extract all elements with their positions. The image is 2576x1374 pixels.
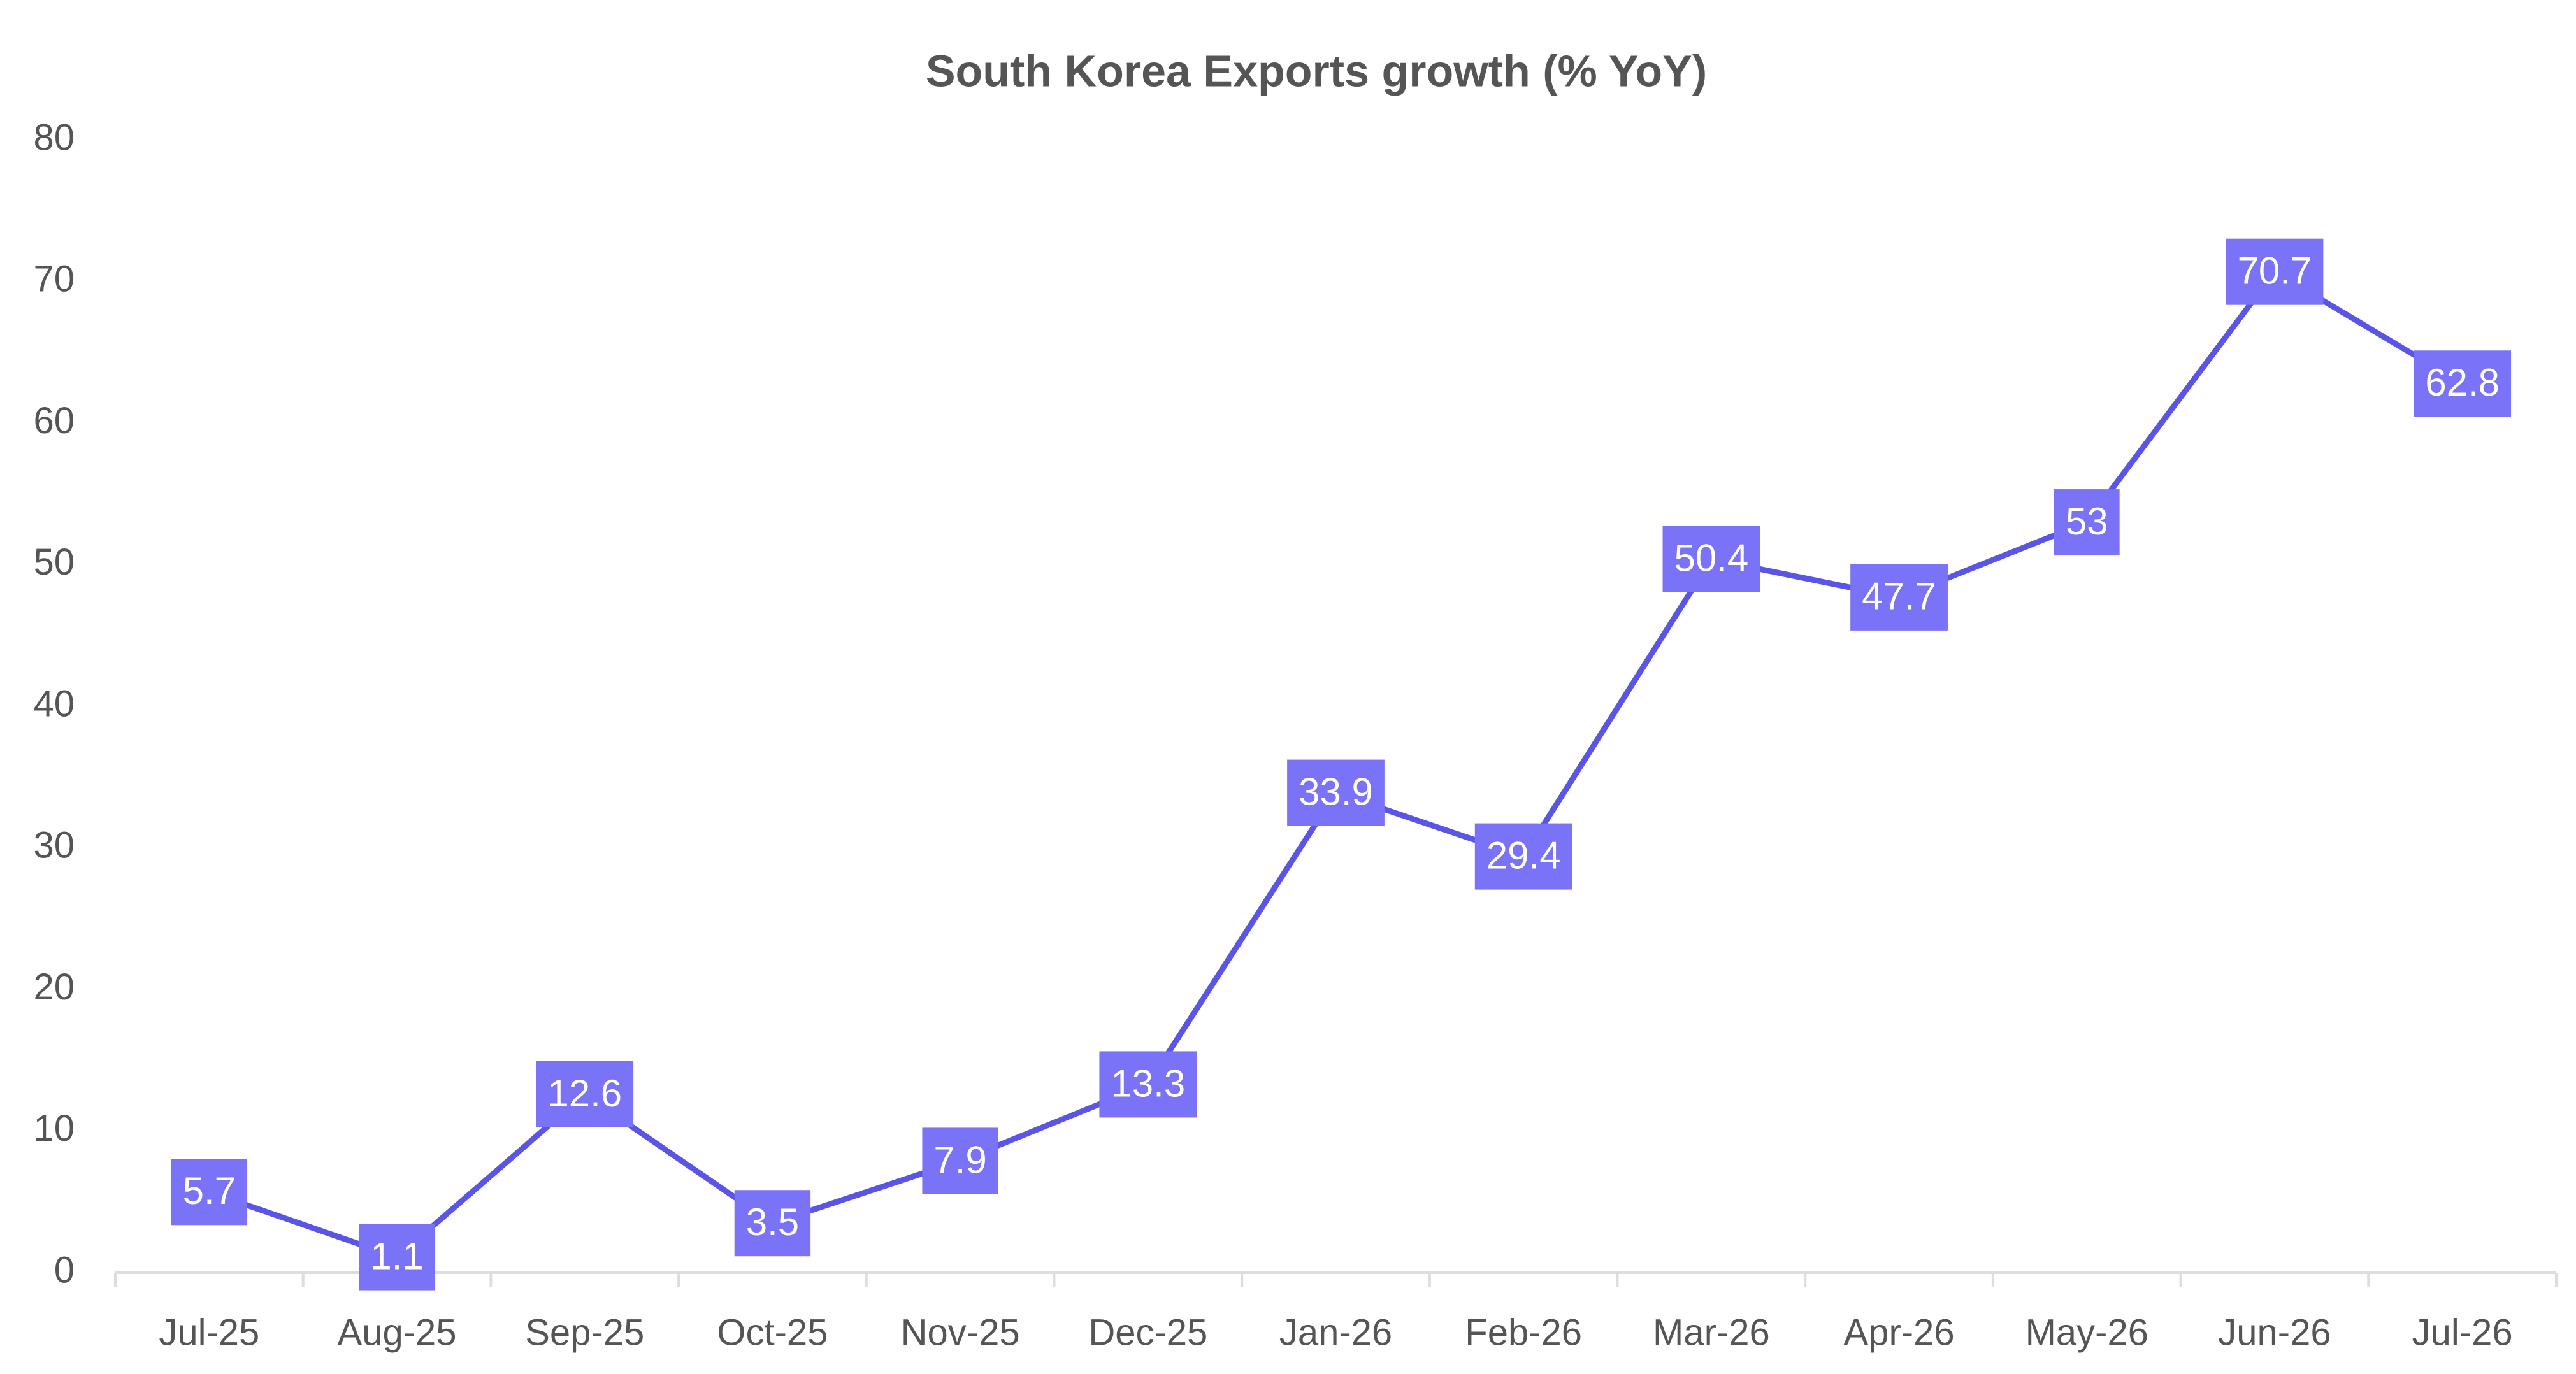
data-label: 5.7 — [183, 1170, 236, 1212]
x-tick-label: Dec-25 — [1088, 1312, 1207, 1353]
chart-title: South Korea Exports growth (% YoY) — [926, 46, 1707, 96]
data-label: 47.7 — [1862, 575, 1936, 618]
data-label-box — [171, 1159, 248, 1226]
data-label: 7.9 — [933, 1138, 986, 1181]
data-label: 33.9 — [1299, 770, 1373, 813]
data-label-box — [1850, 564, 1948, 631]
data-label: 12.6 — [547, 1072, 622, 1115]
data-label: 29.4 — [1486, 834, 1561, 877]
data-label: 13.3 — [1111, 1062, 1185, 1105]
x-tick-label: Jul-25 — [159, 1312, 259, 1353]
data-label-box — [536, 1061, 634, 1127]
x-tick-label: Mar-26 — [1653, 1312, 1770, 1353]
data-label-box — [734, 1190, 811, 1257]
data-label-box — [922, 1127, 998, 1194]
y-tick-label: 80 — [33, 117, 75, 158]
x-tick-label: Oct-25 — [717, 1312, 828, 1353]
data-label-box — [1099, 1051, 1197, 1118]
x-tick-label: Nov-25 — [901, 1312, 1020, 1353]
data-label-box — [1662, 526, 1760, 592]
x-tick-label: May-26 — [2026, 1312, 2148, 1353]
x-tick-label: Apr-26 — [1844, 1312, 1955, 1353]
x-tick-label: Aug-25 — [338, 1312, 457, 1353]
data-label-box — [2226, 238, 2324, 305]
data-label: 62.8 — [2425, 361, 2500, 404]
x-tick-label: Sep-25 — [525, 1312, 644, 1353]
data-label: 1.1 — [370, 1234, 423, 1277]
data-label: 50.4 — [1674, 537, 1748, 580]
data-label: 53 — [2066, 500, 2108, 543]
data-label-box — [1287, 759, 1385, 826]
y-tick-label: 70 — [33, 259, 75, 300]
y-tick-label: 10 — [33, 1108, 75, 1149]
x-tick-label: Jan-26 — [1279, 1312, 1392, 1353]
y-tick-label: 30 — [33, 825, 75, 866]
y-tick-label: 60 — [33, 400, 75, 441]
y-tick-label: 50 — [33, 541, 75, 583]
data-label-box — [2054, 489, 2120, 556]
x-tick-label: Feb-26 — [1465, 1312, 1582, 1353]
y-tick-label: 40 — [33, 683, 75, 724]
x-tick-label: Jul-26 — [2412, 1312, 2513, 1353]
data-label: 3.5 — [746, 1201, 799, 1243]
data-label: 70.7 — [2238, 250, 2312, 292]
y-tick-label: 20 — [33, 966, 75, 1008]
data-label-box — [2414, 350, 2512, 417]
x-tick-label: Jun-26 — [2218, 1312, 2331, 1353]
data-label-box — [1474, 823, 1572, 890]
data-label-box — [359, 1224, 435, 1291]
y-tick-label: 0 — [54, 1249, 75, 1291]
